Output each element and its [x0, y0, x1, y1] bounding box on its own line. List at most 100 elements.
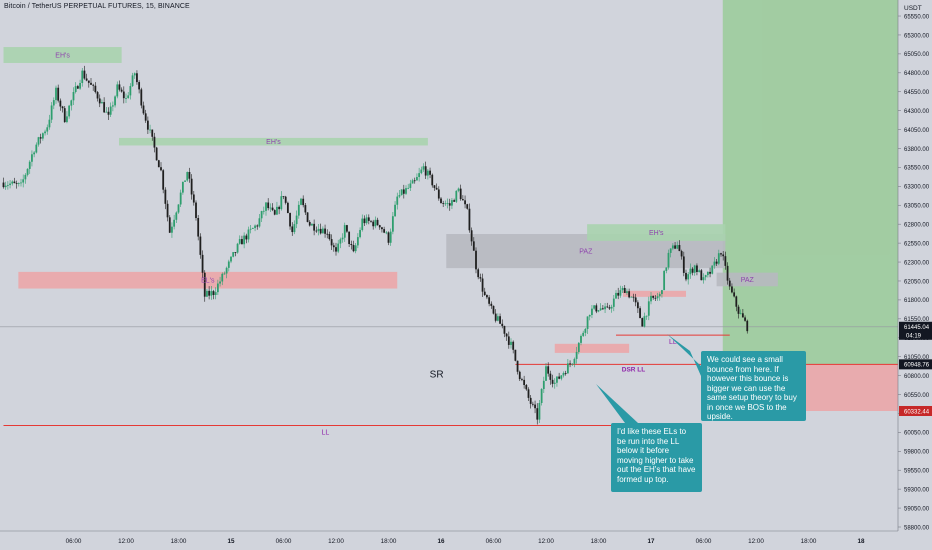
candle-body-113: [249, 228, 252, 230]
candle-body-111: [245, 235, 248, 240]
x-tick-label-14: 18:00: [801, 538, 817, 545]
candle-body-237: [521, 379, 523, 380]
candle-body-219: [481, 278, 484, 292]
candle-body-175: [385, 232, 388, 234]
candle-body-259: [569, 363, 571, 365]
zone-eh-0: [3, 47, 122, 63]
candle-body-48: [107, 111, 110, 115]
candle-body-327: [717, 253, 720, 264]
candle-body-107: [236, 243, 239, 253]
candle-body-335: [735, 296, 738, 307]
callout-note-1[interactable]: We could see a small bounce from here. I…: [701, 351, 806, 421]
candle-body-87: [192, 194, 195, 203]
x-tick-label-9: 12:00: [538, 538, 554, 545]
candle-body-315: [691, 268, 694, 273]
candle-body-149: [328, 234, 331, 240]
candle-body-14: [33, 152, 36, 155]
candle-body-34: [76, 86, 79, 89]
candle-body-81: [179, 192, 182, 205]
candle-body-161: [354, 245, 357, 252]
candle-body-317: [696, 265, 698, 272]
candle-body-204: [448, 203, 451, 206]
candle-body-160: [352, 245, 355, 252]
candle-body-184: [405, 188, 407, 194]
candle-body-36: [81, 70, 84, 84]
candle-body-312: [685, 272, 687, 280]
candle-body-201: [442, 203, 445, 204]
candle-body-133: [293, 224, 296, 233]
candle-body-104: [230, 256, 232, 262]
x-tick-label-10: 18:00: [591, 538, 607, 545]
zone-label-5: PAZ: [741, 277, 755, 284]
candle-body-49: [109, 106, 112, 115]
candle-body-99: [219, 281, 221, 284]
candle-body-228: [501, 323, 504, 327]
callout-note-2[interactable]: I'd like these ELs to be run into the LL…: [611, 423, 702, 492]
candle-body-138: [304, 205, 307, 213]
candle-body-42: [94, 85, 97, 93]
candle-body-23: [52, 100, 55, 106]
candle-body-2: [6, 185, 9, 186]
candle-body-233: [512, 341, 515, 350]
candle-body-117: [258, 218, 261, 227]
candle-body-154: [339, 239, 342, 244]
candle-body-59: [131, 75, 134, 87]
candle-body-43: [96, 92, 99, 99]
candle-body-319: [700, 270, 703, 281]
x-tick-label-2: 18:00: [171, 538, 187, 545]
price-tag-0: [899, 321, 932, 340]
y-tick-label-2: 59300.00: [904, 487, 930, 493]
zone-el-7: [554, 343, 630, 353]
candle-body-329: [722, 254, 725, 257]
candle-body-119: [262, 210, 265, 212]
candle-body-37: [83, 70, 86, 79]
candle-body-223: [490, 303, 493, 306]
candle-body-165: [363, 218, 366, 224]
candle-body-326: [715, 261, 718, 264]
candle-body-180: [396, 196, 399, 205]
candle-body-16: [37, 137, 40, 145]
candle-body-140: [308, 221, 311, 226]
candle-body-247: [542, 380, 545, 390]
candle-body-93: [206, 290, 208, 297]
candle-body-275: [604, 306, 606, 310]
candle-body-168: [370, 220, 372, 222]
candle-body-41: [92, 84, 95, 86]
candle-body-52: [116, 84, 119, 97]
candle-body-313: [687, 274, 690, 280]
candle-body-58: [129, 86, 132, 96]
candle-body-252: [553, 382, 556, 384]
candle-body-130: [286, 202, 289, 214]
candle-body-205: [451, 200, 453, 206]
candle-body-51: [114, 96, 116, 106]
price-tag-text-2: 60332.44: [904, 409, 930, 415]
candle-body-338: [741, 313, 744, 318]
candle-body-139: [306, 212, 309, 222]
candle-body-322: [706, 271, 709, 276]
y-tick-label-0: 58800.00: [904, 525, 930, 531]
candle-body-340: [746, 320, 749, 332]
candle-body-108: [238, 239, 241, 244]
candle-body-270: [593, 305, 596, 309]
candle-body-156: [343, 225, 346, 238]
candle-body-66: [146, 120, 149, 130]
candle-body-321: [704, 275, 707, 278]
candle-body-173: [381, 227, 383, 230]
candle-body-241: [529, 397, 532, 404]
y-tick-label-8: 60800.00: [904, 374, 930, 380]
candle-body-316: [693, 265, 696, 273]
y-tick-label-22: 64300.00: [904, 109, 930, 115]
candle-body-218: [479, 277, 482, 279]
y-tick-label-25: 65050.00: [904, 52, 930, 58]
candle-body-339: [744, 317, 746, 321]
candle-body-134: [295, 215, 298, 225]
candle-body-46: [103, 102, 106, 113]
candle-body-262: [575, 351, 578, 359]
y-tick-label-12: 61800.00: [904, 298, 930, 304]
candle-body-85: [188, 171, 191, 179]
candle-body-193: [424, 166, 427, 176]
candle-body-265: [582, 332, 585, 336]
candle-body-189: [416, 177, 418, 181]
y-tick-label-26: 65300.00: [904, 33, 930, 39]
